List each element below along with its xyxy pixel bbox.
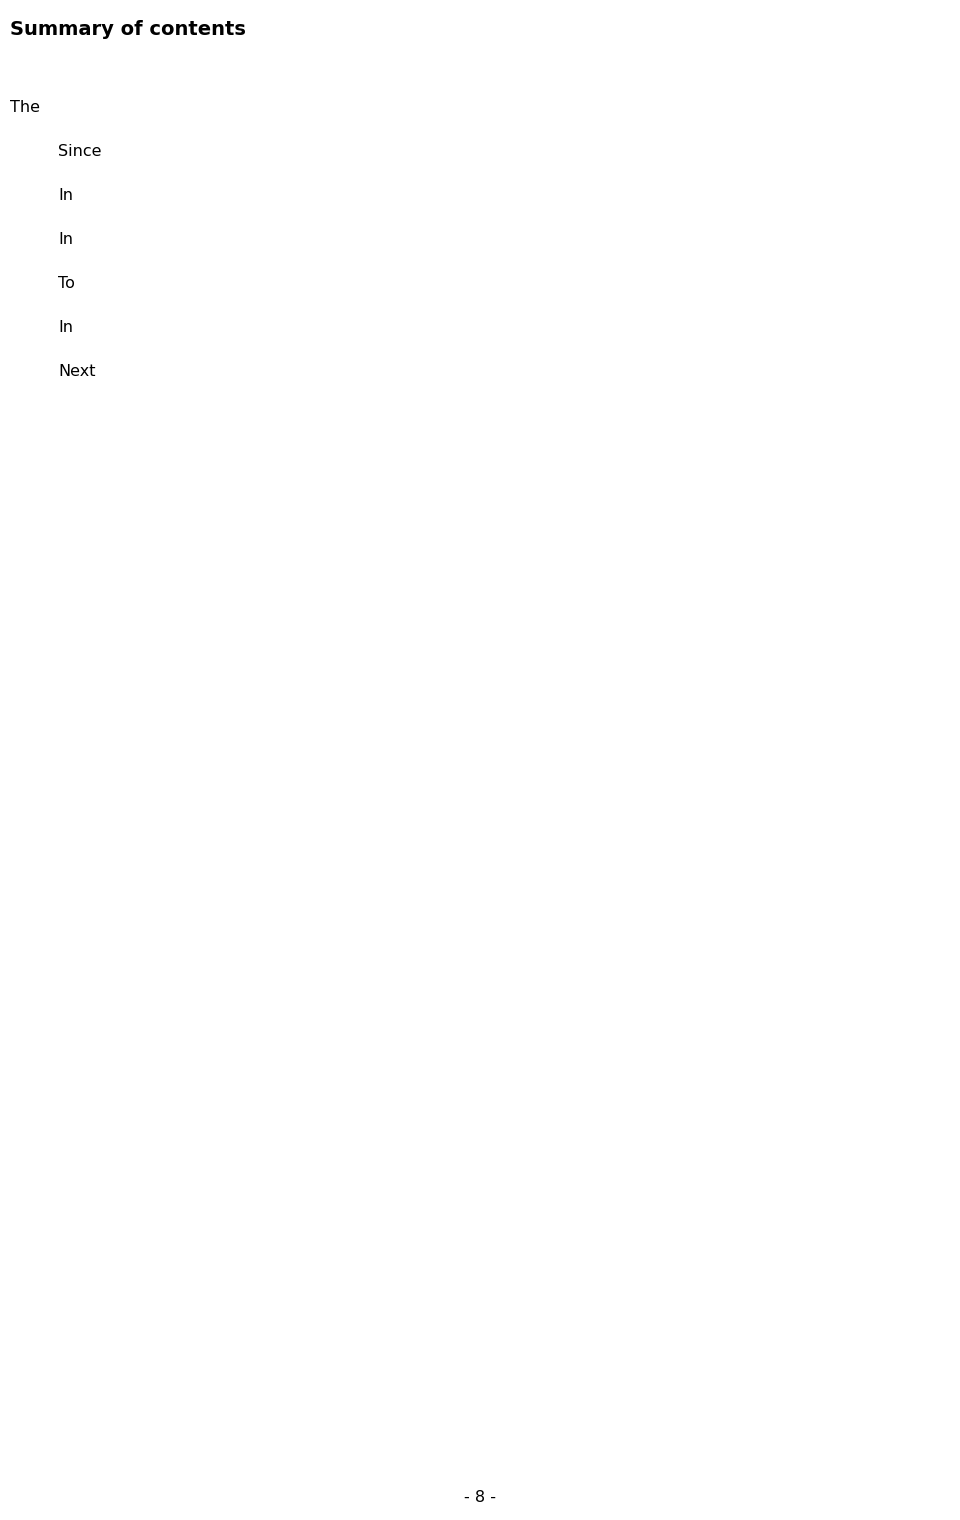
- Text: To: To: [58, 277, 75, 290]
- Text: Since: Since: [58, 144, 102, 160]
- Text: Summary of contents: Summary of contents: [10, 20, 246, 40]
- Text: The: The: [10, 100, 40, 116]
- Text: - 8 -: - 8 -: [464, 1490, 496, 1505]
- Text: In: In: [58, 188, 73, 204]
- Text: In: In: [58, 233, 73, 246]
- Text: In: In: [58, 321, 73, 334]
- Text: Next: Next: [58, 363, 95, 378]
